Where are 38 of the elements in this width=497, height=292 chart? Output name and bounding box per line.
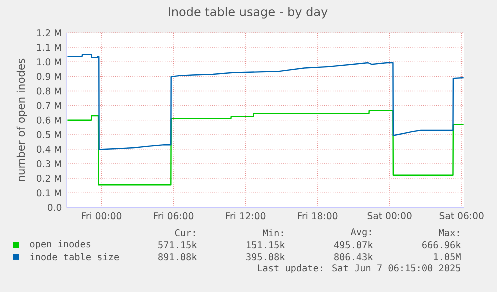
text: 1.05M (434, 253, 461, 261)
y-tick-label: 0.2 M (36, 175, 62, 182)
x-tick-label: Sat 00:00 (368, 212, 412, 220)
x-tick-label: Sat 06:00 (440, 212, 484, 220)
chart-title: Inode table usage - by day (169, 7, 328, 19)
y-tick-label: 1.1 M (37, 44, 62, 51)
y-tick-label: 0.4 M (36, 146, 62, 153)
x-tick-label: Fri 12:00 (226, 212, 266, 220)
x-tick-label: Fri 00:00 (82, 212, 122, 220)
legend-label: open inodes (30, 240, 91, 250)
text: 571.15k (158, 241, 198, 249)
line-series (67, 110, 464, 186)
y-axis-title: number of open inodes (16, 58, 28, 182)
y-tick-label: 0.8 M (36, 88, 62, 95)
x-tick-label: Fri 06:00 (154, 212, 194, 220)
y-tick-label: 0.1 M (36, 190, 62, 197)
text: Last update: Sat Jun 7 06:15:00 2025 (258, 264, 461, 274)
text: 395.08k (246, 253, 286, 261)
text: Max: (439, 230, 460, 236)
y-tick-label: 0.5 M (36, 131, 62, 138)
text: 666.96k (422, 241, 462, 249)
text: Cur: (175, 229, 196, 237)
text: Avg: (350, 228, 372, 238)
y-tick-label: 0.7 M (36, 102, 62, 110)
y-tick-label: 0.9 M (36, 73, 62, 80)
y-tick-label: 1.2 M (37, 30, 62, 36)
y-tick-label: 1.0 M (37, 58, 62, 66)
x-tick-label: Fri 18:00 (298, 212, 338, 220)
y-tick-label: 0.3 M (36, 160, 62, 168)
legend-label: inode table size (30, 253, 120, 261)
y-tick-label: 0.6 M (36, 116, 62, 124)
text: 151.15k (247, 241, 286, 249)
text: 891.08k (158, 253, 198, 261)
text: Min: (263, 229, 284, 237)
line-series (67, 54, 464, 150)
y-tick-label: 0.0 (48, 204, 62, 212)
text: 806.43k (334, 253, 374, 261)
text: 495.07k (334, 241, 374, 249)
